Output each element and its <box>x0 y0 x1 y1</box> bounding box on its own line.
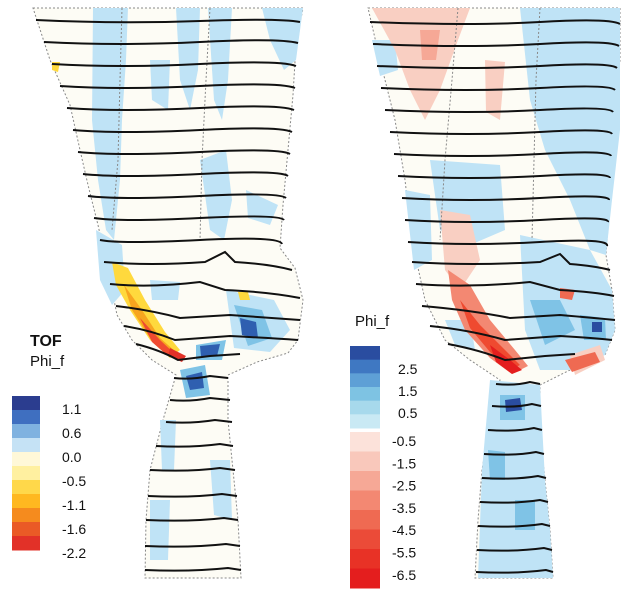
right-colorbar-negative-swatch <box>350 510 380 530</box>
right-colorbar-negative-swatch <box>350 529 380 550</box>
left-colorbar <box>12 396 40 551</box>
right-streamlines <box>369 19 621 574</box>
left-colorbar-tick-label: -2.2 <box>62 545 86 561</box>
left-colorbar-tick-label: -1.6 <box>62 521 86 537</box>
left-dark-blue-regions <box>186 318 258 390</box>
right-colorbar <box>350 346 380 589</box>
left-colorbar-tick-label: 0.6 <box>62 425 82 441</box>
right-colorbar-tick-label: -1.5 <box>392 455 416 471</box>
right-colorbar-positive-swatch <box>350 373 380 388</box>
right-colorbar-positive-swatch <box>350 359 380 374</box>
left-colorbar-tick-label: 1.1 <box>62 401 82 417</box>
right-colorbar-tick-label: 2.5 <box>398 361 418 377</box>
left-colorbar-swatch <box>12 508 40 523</box>
left-legend-title: TOF <box>30 333 62 350</box>
right-colorbar-negative-swatch <box>350 490 380 511</box>
left-colorbar-swatch <box>12 410 40 425</box>
right-colorbar-tick-label: -5.5 <box>392 545 416 561</box>
left-colorbar-swatch <box>12 452 40 467</box>
left-colorbar-swatch <box>12 522 40 537</box>
left-colorbar-swatch <box>12 438 40 453</box>
right-legend: Phi_f 2.5 1.5 0.5 -0.5 -1.5 -2.5 -3.5 -4.5 -5.5 -… <box>350 313 418 589</box>
left-streamlines <box>35 18 301 572</box>
right-flow-panel <box>367 7 621 579</box>
right-colorbar-tick-label: -4.5 <box>392 522 416 538</box>
right-colorbar-negative-swatch <box>350 549 380 569</box>
right-colorbar-tick-label: -0.5 <box>392 433 416 449</box>
left-colorbar-swatch <box>12 536 40 551</box>
left-colorbar-tick-label: 0.0 <box>62 449 82 465</box>
left-colorbar-swatch <box>12 494 40 509</box>
left-flow-panel <box>32 7 304 579</box>
right-colorbar-tick-label: -2.5 <box>392 478 416 494</box>
left-legend: TOF Phi_f 1.1 0.6 0.0 -0.5 -1.1 -1.6 -2.2 <box>12 333 86 561</box>
left-colorbar-ticks: 1.1 0.6 0.0 -0.5 -1.1 -1.6 -2.2 <box>62 401 86 561</box>
left-colorbar-swatch <box>12 480 40 495</box>
right-colorbar-positive-swatch <box>350 387 380 402</box>
right-colorbar-ticks: 2.5 1.5 0.5 -0.5 -1.5 -2.5 -3.5 -4.5 -5.5 -6.5 <box>392 361 418 583</box>
right-colorbar-positive-swatch <box>350 400 380 415</box>
right-colorbar-negative-swatch <box>350 451 380 472</box>
right-colorbar-negative-swatch <box>350 432 380 452</box>
right-colorbar-negative-swatch <box>350 471 380 491</box>
right-legend-subtitle: Phi_f <box>355 313 390 330</box>
right-colorbar-tick-label: 1.5 <box>398 383 418 399</box>
right-colorbar-tick-label: -6.5 <box>392 567 416 583</box>
right-colorbar-negative-swatch <box>350 568 380 589</box>
right-colorbar-positive-swatch <box>350 414 380 429</box>
left-colorbar-tick-label: -0.5 <box>62 473 86 489</box>
left-legend-subtitle: Phi_f <box>30 353 65 370</box>
left-colorbar-tick-label: -1.1 <box>62 497 86 513</box>
right-colorbar-tick-label: -3.5 <box>392 500 416 516</box>
left-colorbar-swatch <box>12 466 40 481</box>
left-colorbar-swatch <box>12 396 40 411</box>
left-colorbar-swatch <box>12 424 40 439</box>
right-dark-blue-regions <box>505 322 602 412</box>
right-colorbar-positive-swatch <box>350 346 380 361</box>
right-colorbar-tick-label: 0.5 <box>398 405 418 421</box>
